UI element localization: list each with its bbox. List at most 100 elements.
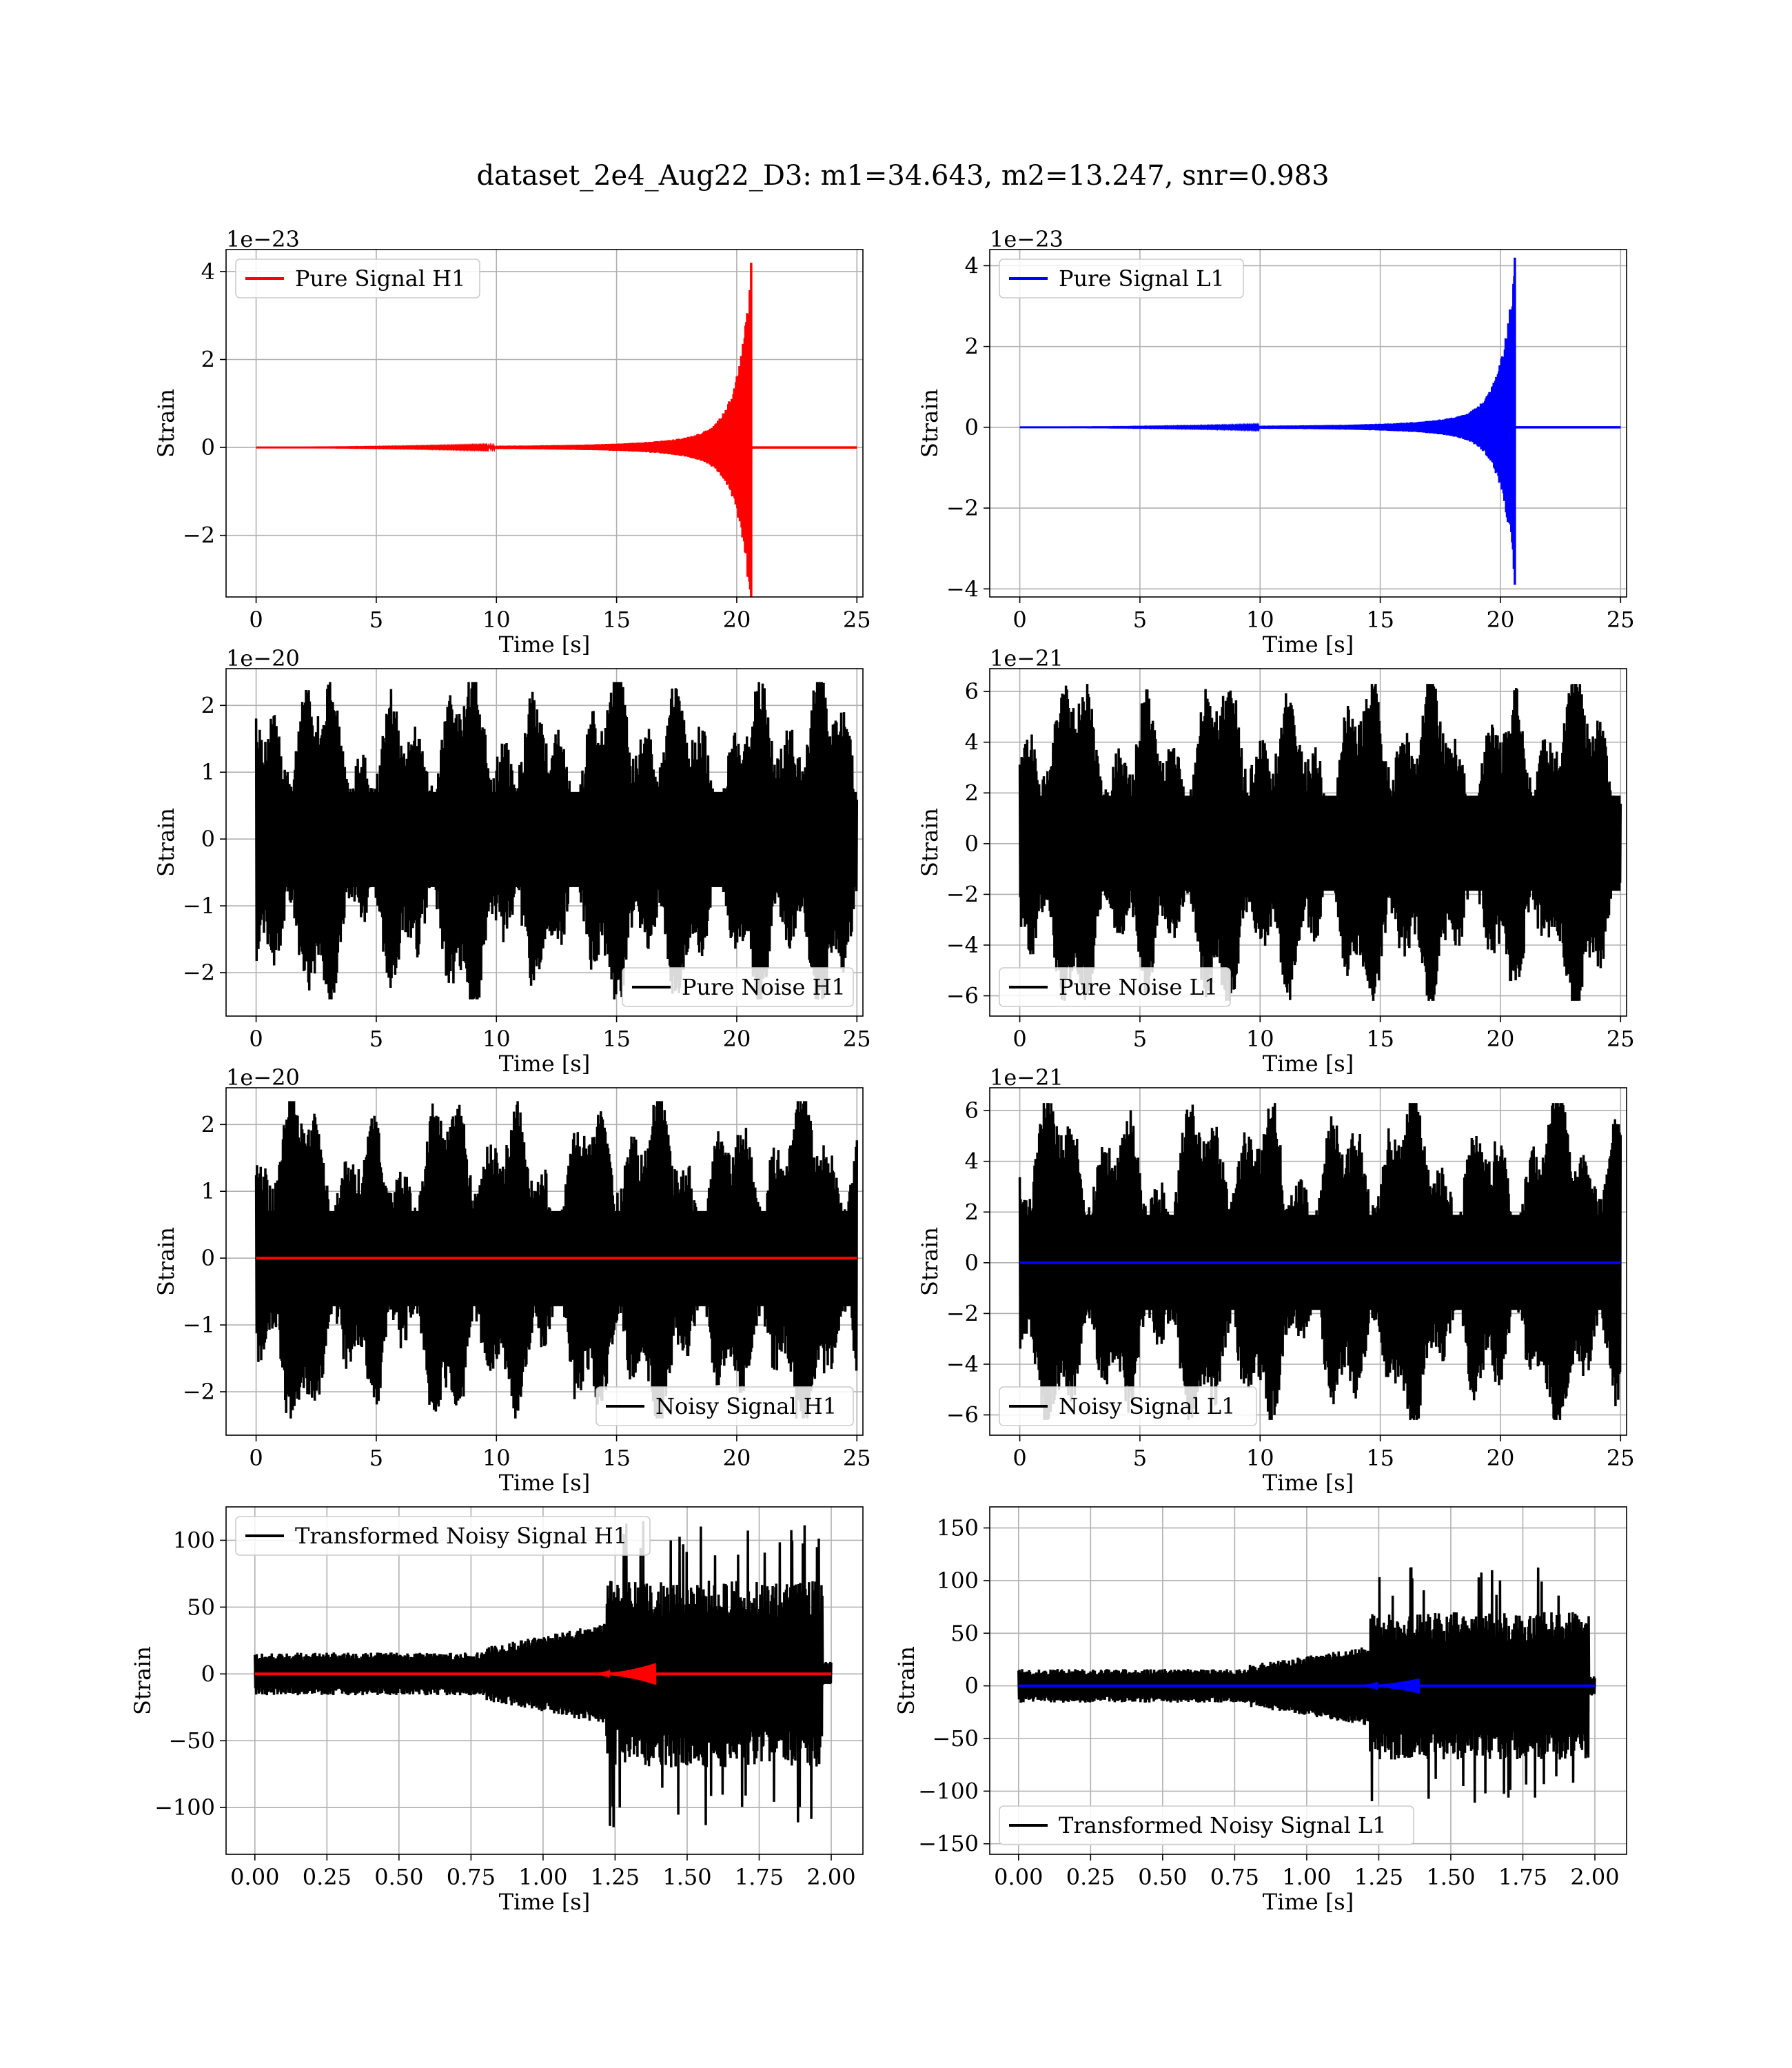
y-tick-label: −1: [183, 1312, 215, 1338]
y-offset-label: 1e−23: [990, 226, 1063, 252]
x-tick-label: 25: [1607, 1445, 1635, 1471]
legend-box: [999, 258, 1244, 298]
x-axis-label: Time [s]: [1263, 1889, 1354, 1915]
y-tick-label: 2: [201, 1111, 215, 1137]
x-tick-label: 0: [249, 607, 263, 633]
chart-pure-noise-l1: 0 5 10 15 20 25 −6 −4 −2 0 2 4 6 Time [s] Strain 1e−21 P…: [917, 645, 1635, 1077]
y-tick-label: −100: [918, 1778, 979, 1804]
x-tick-label: 25: [843, 1026, 871, 1052]
y-axis-label: Strain: [130, 1646, 156, 1715]
legend-label: Noisy Signal H1: [655, 1393, 837, 1419]
x-tick-label: 0: [1012, 1445, 1026, 1471]
legend-box: [235, 258, 480, 298]
y-axis-label: Strain: [917, 1227, 943, 1296]
plot-area: [256, 263, 857, 597]
x-tick-label: 10: [1246, 1445, 1274, 1471]
axes-frame: [225, 1506, 864, 1855]
x-tick-label: 15: [602, 1026, 631, 1052]
x-axis-label: Time [s]: [499, 1051, 590, 1077]
legend: Noisy Signal H1: [595, 1386, 854, 1426]
plot-area: [254, 682, 859, 1000]
plot-area: [1019, 257, 1621, 585]
y-offset-label: 1e−23: [226, 226, 300, 252]
x-tick-label: 0.50: [1138, 1864, 1187, 1890]
figure-suptitle: dataset_2e4_Aug22_D3: m1=34.643, m2=13.2…: [476, 160, 1329, 192]
x-tick-label: 0.75: [447, 1864, 496, 1890]
legend-label: Pure Signal H1: [295, 265, 466, 292]
series-line: [1017, 1567, 1596, 1803]
x-axis-label: Time [s]: [1263, 1470, 1354, 1496]
x-tick-label: 0.75: [1210, 1864, 1259, 1890]
legend-box: [235, 1516, 651, 1556]
legend-label: Noisy Signal L1: [1059, 1393, 1236, 1419]
x-tick-label: 1.50: [662, 1864, 711, 1890]
y-tick-label: −50: [168, 1727, 215, 1754]
grid: [990, 1088, 1627, 1435]
legend-box: [595, 1386, 854, 1426]
legend-label: Pure Signal L1: [1059, 265, 1225, 292]
x-tick-label: 25: [1607, 1026, 1635, 1052]
legend-label: Transformed Noisy Signal H1: [295, 1523, 627, 1549]
x-tick-label: 0.25: [1066, 1864, 1115, 1890]
y-axis-label: Strain: [153, 389, 179, 458]
axes-frame: [225, 1087, 864, 1436]
y-axis-label: Strain: [153, 1227, 179, 1296]
y-tick-label: 50: [950, 1620, 979, 1646]
y-tick-label: 0: [965, 414, 979, 440]
y-tick-label: 0: [965, 831, 979, 857]
y-tick-label: −2: [946, 1300, 979, 1326]
y-tick-label: 4: [965, 252, 979, 278]
chart-pure-noise-h1: 0 5 10 15 20 25 −2 −1 0 1 2 Time [s] Strain 1e−20 Pure…: [153, 645, 871, 1077]
y-tick-label: 0: [201, 826, 215, 852]
x-axis-label: Time [s]: [1263, 1051, 1354, 1077]
axes-frame: [989, 1087, 1627, 1436]
legend: Noisy Signal L1: [999, 1386, 1257, 1426]
legend-box: [622, 967, 854, 1007]
x-tick-label: 20: [723, 1026, 751, 1052]
plot-area: [1017, 1567, 1596, 1803]
y-tick-label: −2: [183, 1379, 215, 1405]
chart-noisy-signal-l1: 0 5 10 15 20 25 −6 −4 −2 0 2 4 6 Time [s] Strain 1e−21 N…: [917, 1064, 1635, 1496]
x-tick-label: 25: [843, 607, 871, 633]
x-tick-label: 5: [1133, 1026, 1147, 1052]
y-tick-label: 100: [173, 1527, 215, 1553]
legend-label: Pure Noise H1: [682, 974, 846, 1000]
x-tick-label: 10: [1246, 1026, 1274, 1052]
y-tick-label: −6: [946, 1402, 979, 1428]
y-offset-label: 1e−20: [226, 645, 300, 671]
series-chirp: [1352, 1679, 1421, 1694]
x-tick-label: 2.00: [806, 1864, 855, 1890]
x-tick-label: 1.25: [1354, 1864, 1403, 1890]
y-tick-label: 2: [201, 346, 215, 372]
x-tick-label: 0: [1012, 1026, 1026, 1052]
y-tick-label: 0: [965, 1250, 979, 1276]
axes-frame: [989, 249, 1627, 598]
x-tick-label: 5: [369, 607, 383, 633]
x-tick-label: 20: [723, 607, 751, 633]
x-tick-label: 25: [843, 1445, 871, 1471]
chart-transformed-noisy-signal-h1: 0.00 0.25 0.50 0.75 1.00 1.25 1.50 1.75 2.00 −100…: [130, 1506, 864, 1915]
x-tick-label: 20: [723, 1445, 751, 1471]
x-tick-label: 0.00: [994, 1864, 1043, 1890]
series-chirp: [589, 1663, 657, 1685]
legend-box: [999, 967, 1231, 1007]
y-tick-label: −4: [946, 932, 979, 958]
y-tick-label: 4: [965, 1148, 979, 1175]
x-tick-label: 0.50: [374, 1864, 423, 1890]
x-tick-label: 20: [1487, 1026, 1515, 1052]
y-axis-label: Strain: [153, 808, 179, 877]
y-tick-label: −2: [183, 960, 215, 986]
y-offset-label: 1e−20: [226, 1064, 300, 1091]
y-tick-label: 100: [937, 1568, 979, 1594]
x-tick-label: 5: [1133, 607, 1147, 633]
y-axis-label: Strain: [917, 389, 943, 458]
plot-area: [1018, 1103, 1622, 1420]
x-axis-label: Time [s]: [499, 631, 590, 658]
y-tick-label: 50: [187, 1594, 215, 1620]
x-tick-label: 0: [1012, 607, 1026, 633]
legend: Pure Signal L1: [999, 258, 1244, 298]
x-axis-label: Time [s]: [499, 1470, 590, 1496]
y-tick-label: 1: [201, 1178, 215, 1204]
chart-pure-signal-h1: 0 5 10 15 20 25 −2 0 2 4 Time [s] Strain 1e−23 Pure S…: [153, 226, 871, 658]
y-tick-label: −150: [918, 1831, 979, 1857]
